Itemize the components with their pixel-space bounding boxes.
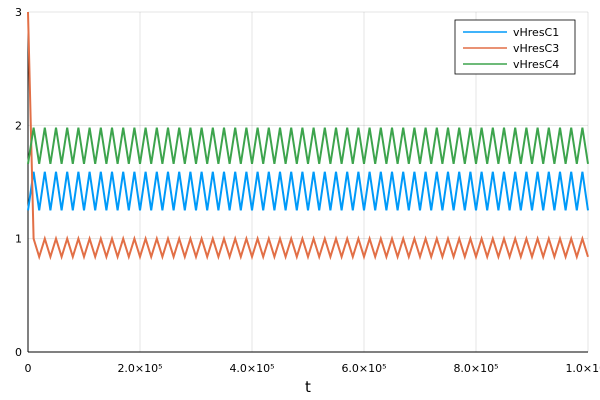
y-tick-label: 0: [15, 346, 22, 359]
x-tick-label: 8.0×10⁵: [453, 362, 498, 375]
legend-label: vHresC3: [513, 42, 559, 55]
x-tick-label: 4.0×10⁵: [229, 362, 274, 375]
x-axis-label: t: [305, 378, 311, 396]
x-tick-label: 0: [25, 362, 32, 375]
x-tick-label: 2.0×10⁵: [117, 362, 162, 375]
y-tick-label: 2: [15, 119, 22, 132]
y-tick-label: 3: [15, 6, 22, 19]
x-tick-label: 6.0×10⁵: [341, 362, 386, 375]
legend-label: vHresC4: [513, 58, 559, 71]
line: [27, 11, 589, 261]
legend-box: [454, 19, 576, 75]
x-tick-label: 1.0×10⁶: [565, 362, 600, 375]
line: [27, 127, 589, 165]
line: [27, 171, 589, 211]
y-tick-label: 1: [15, 233, 22, 246]
legend-label: vHresC1: [513, 26, 559, 39]
